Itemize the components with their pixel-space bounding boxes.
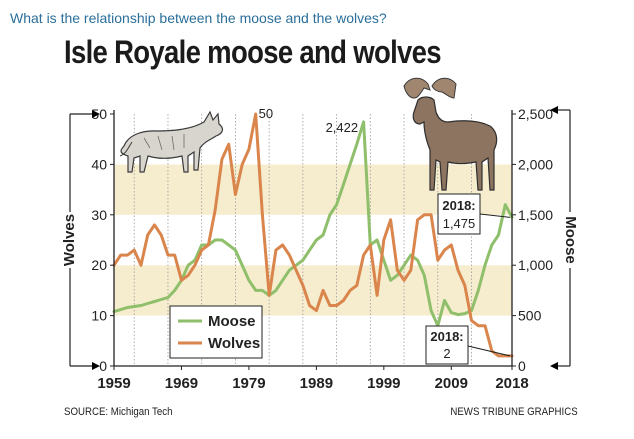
annotation-moose-2018-box [437,193,481,235]
left-tick-label: 10 [91,308,107,324]
right-tick-label: 1,500 [518,207,553,223]
annotation-moose-2018-label: 2018: [442,198,475,213]
legend-label-wolves: Wolves [208,335,260,352]
legend: Moose Wolves [169,305,263,359]
axes: 0102030405005001,0001,5002,0002,50019591… [61,106,579,392]
right-tick-label: 500 [518,308,542,324]
x-tick-label: 2009 [435,375,468,392]
left-axis-arrow-head [92,362,100,370]
annotations: 50 2,422 2018: 1,475 2018: 2 [259,106,511,365]
annotation-moose-2018-leader [479,213,511,218]
legend-label-moose: Moose [208,313,256,330]
x-tick-label: 1989 [300,375,333,392]
source-note: SOURCE: Michigan Tech [64,406,173,418]
wolf-illustration [119,110,223,173]
x-tick-label: 1969 [165,375,198,392]
question-text: What is the relationship between the moo… [10,10,387,26]
right-tick-label: 2,000 [518,156,553,172]
right-axis-arrow-head [550,362,558,370]
legend-box [169,305,263,359]
annotation-moose-2018-value: 1,475 [443,216,476,231]
right-axis-arrow-head [550,106,558,114]
annotation-wolves-2018-label: 2018: [430,329,463,344]
credit-note: NEWS TRIBUNE GRAPHICS [450,406,578,418]
left-tick-label: 0 [99,358,107,374]
moose-illustration [403,77,498,191]
annotation-moose-peak: 2,422 [326,120,359,135]
chart-title: Isle Royale moose and wolves [64,34,442,70]
x-tick-label: 2018 [495,375,528,392]
left-tick-label: 30 [91,207,107,223]
x-tick-label: 1999 [367,375,400,392]
series-line-wolves [112,112,514,358]
left-tick-label: 20 [91,257,107,273]
annotation-wolves-2018-leader [467,345,511,357]
left-axis-arrow-head [92,110,100,118]
right-tick-label: 1,000 [518,257,553,273]
annotation-wolves-2018-value: 2 [443,346,450,361]
left-axis-label: Wolves [61,214,78,266]
series-lines [112,112,514,358]
annotation-wolves-peak: 50 [259,106,273,121]
right-tick-label: 0 [518,358,526,374]
series-line-moose [112,120,514,328]
x-tick-label: 1979 [232,375,265,392]
x-tick-label: 1959 [97,375,130,392]
annotation-wolves-2018-box [425,325,469,365]
left-tick-label: 40 [91,156,107,172]
right-tick-label: 2,500 [518,106,553,122]
right-axis-label: Moose [562,216,579,264]
